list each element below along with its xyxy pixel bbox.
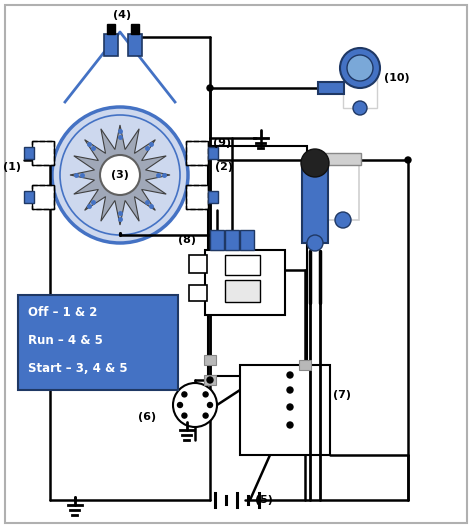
Circle shape xyxy=(207,85,213,91)
Bar xyxy=(186,141,208,165)
Circle shape xyxy=(203,413,208,418)
Circle shape xyxy=(347,55,373,81)
Bar xyxy=(107,24,115,34)
Text: (10): (10) xyxy=(384,73,410,83)
Text: (1): (1) xyxy=(3,162,21,172)
Circle shape xyxy=(203,392,208,397)
Bar xyxy=(225,255,260,275)
Circle shape xyxy=(207,377,213,383)
Bar xyxy=(128,34,142,56)
Circle shape xyxy=(287,387,293,393)
Bar xyxy=(104,34,118,56)
Text: (6): (6) xyxy=(138,412,156,422)
Bar xyxy=(186,185,208,209)
Bar xyxy=(186,141,208,165)
Text: Off – 1 & 2: Off – 1 & 2 xyxy=(28,306,97,320)
Bar xyxy=(189,285,207,301)
Circle shape xyxy=(173,383,217,427)
Bar xyxy=(32,141,54,165)
Bar xyxy=(24,147,34,159)
Bar xyxy=(302,163,328,243)
Bar xyxy=(225,230,239,250)
Bar xyxy=(24,191,34,203)
Text: (8): (8) xyxy=(178,235,196,245)
Bar xyxy=(343,68,377,108)
Circle shape xyxy=(307,235,323,251)
Circle shape xyxy=(208,402,212,408)
Bar xyxy=(208,147,218,159)
Circle shape xyxy=(287,404,293,410)
Text: Start – 3, 4 & 5: Start – 3, 4 & 5 xyxy=(28,363,128,375)
Text: Run – 4 & 5: Run – 4 & 5 xyxy=(28,334,103,348)
Circle shape xyxy=(52,107,188,243)
Text: (7): (7) xyxy=(333,390,351,400)
Bar xyxy=(325,153,361,165)
Bar xyxy=(208,191,218,203)
Bar xyxy=(131,24,139,34)
Bar xyxy=(18,295,178,390)
Bar xyxy=(32,185,54,209)
Circle shape xyxy=(335,212,351,228)
Circle shape xyxy=(287,422,293,428)
Circle shape xyxy=(353,101,367,115)
Bar xyxy=(204,375,216,385)
Bar xyxy=(208,146,307,376)
Circle shape xyxy=(60,115,180,235)
Circle shape xyxy=(177,402,182,408)
Bar xyxy=(32,185,54,209)
Bar xyxy=(210,230,224,250)
Bar xyxy=(204,355,216,365)
Bar xyxy=(327,165,359,220)
Bar xyxy=(299,360,311,370)
Text: (2): (2) xyxy=(215,162,233,172)
Bar xyxy=(225,280,260,302)
Text: (3): (3) xyxy=(111,170,129,180)
Circle shape xyxy=(182,392,187,397)
Bar xyxy=(205,250,285,315)
Text: (9): (9) xyxy=(213,138,231,148)
Text: (4): (4) xyxy=(113,10,131,20)
Circle shape xyxy=(405,157,411,163)
Bar xyxy=(240,365,330,455)
Circle shape xyxy=(287,372,293,378)
Bar xyxy=(32,141,54,165)
Circle shape xyxy=(340,48,380,88)
Bar xyxy=(189,255,207,273)
Text: (5): (5) xyxy=(255,495,273,505)
Circle shape xyxy=(182,413,187,418)
Circle shape xyxy=(301,149,329,177)
Bar xyxy=(318,82,344,94)
Bar xyxy=(240,230,254,250)
Circle shape xyxy=(100,155,140,195)
Polygon shape xyxy=(70,125,170,225)
Bar xyxy=(186,185,208,209)
